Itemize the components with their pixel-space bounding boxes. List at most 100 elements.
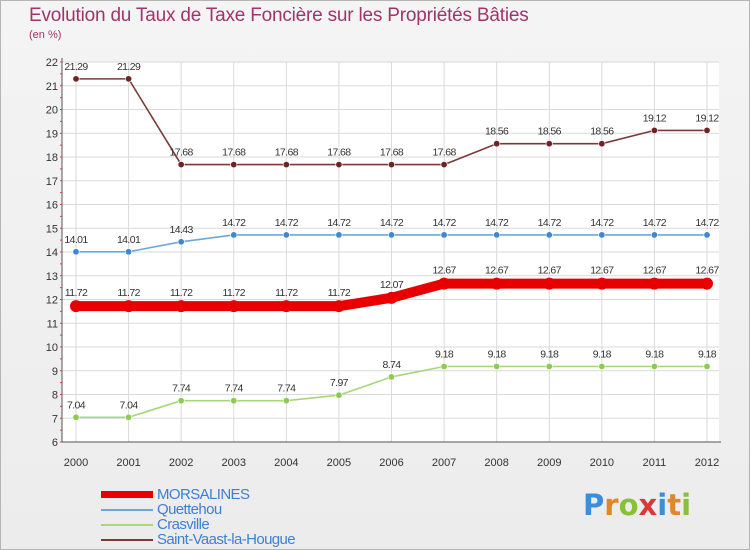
chart-title: Evolution du Taux de Taxe Foncière sur l… [29, 5, 529, 26]
y-tick-label: 10 [46, 342, 58, 354]
y-tick-label: 13 [46, 271, 58, 283]
data-point [70, 300, 82, 313]
data-point [703, 231, 711, 239]
data-label: 9.18 [645, 348, 664, 360]
logo-letter: t [667, 488, 682, 522]
data-label: 12.67 [485, 265, 509, 277]
data-label: 11.72 [117, 287, 140, 299]
data-label: 7.04 [67, 399, 86, 411]
data-label: 9.18 [435, 348, 454, 360]
data-point [545, 140, 553, 148]
data-point [282, 161, 290, 169]
data-label: 14.72 [222, 217, 246, 229]
y-tick-label: 12 [46, 295, 58, 307]
data-label: 17.68 [327, 147, 351, 159]
y-tick-label: 22 [46, 57, 58, 69]
data-label: 18.56 [485, 126, 509, 138]
data-point [230, 231, 238, 239]
logo-letter: o [618, 488, 639, 522]
y-tick-label: 20 [46, 105, 58, 117]
x-tick-label: 2003 [222, 457, 246, 469]
y-tick-label: 19 [46, 128, 58, 140]
chart-subtitle: (en %) [29, 29, 62, 41]
data-label: 7.74 [172, 383, 191, 395]
data-label: 12.07 [380, 279, 404, 291]
legend-item: Quettehou [101, 502, 295, 517]
proxiti-logo: Proxiti [583, 488, 691, 522]
data-label: 14.72 [590, 217, 614, 229]
data-point [177, 238, 185, 246]
y-tick-label: 9 [52, 366, 58, 378]
legend-label-crasville: Crasville [157, 516, 210, 533]
y-tick-label: 18 [46, 152, 58, 164]
data-label: 9.18 [540, 348, 559, 360]
data-point [335, 391, 343, 399]
data-label: 14.43 [170, 224, 194, 236]
data-label: 14.01 [64, 234, 88, 246]
data-point [595, 277, 608, 290]
data-point [598, 231, 606, 239]
data-point [440, 231, 448, 239]
data-label: 14.72 [275, 217, 299, 229]
legend-swatch-crasville [101, 523, 153, 526]
data-point [387, 161, 395, 169]
data-label: 7.04 [120, 399, 139, 411]
data-point [440, 362, 448, 370]
data-label: 17.68 [275, 147, 299, 159]
data-point [72, 248, 80, 256]
data-point [598, 362, 606, 370]
data-point [230, 161, 238, 169]
data-point [335, 161, 343, 169]
x-tick-label: 2010 [590, 457, 614, 469]
data-label: 17.68 [380, 147, 404, 159]
data-label: 11.72 [328, 287, 351, 299]
data-point [332, 300, 345, 313]
y-tick-label: 8 [52, 390, 58, 402]
y-tick-label: 7 [52, 413, 58, 425]
x-tick-label: 2002 [169, 457, 193, 469]
data-label: 19.12 [695, 112, 719, 124]
legend-item: MORSALINES [101, 487, 295, 502]
data-point [282, 397, 290, 405]
data-point [122, 300, 135, 313]
data-label: 14.72 [538, 217, 562, 229]
data-label: 12.67 [695, 265, 719, 277]
data-point [490, 277, 503, 290]
data-label: 12.67 [590, 265, 614, 277]
data-label: 12.67 [432, 265, 456, 277]
data-label: 14.72 [327, 217, 351, 229]
data-label: 11.72 [223, 287, 246, 299]
data-label: 7.74 [225, 383, 244, 395]
legend-swatch-quettehou [101, 508, 153, 511]
data-label: 14.72 [695, 217, 719, 229]
data-label: 9.18 [488, 348, 507, 360]
logo-letter: r [604, 488, 619, 522]
x-tick-label: 2011 [643, 457, 667, 469]
logo-letter: i [681, 488, 692, 522]
data-point [282, 231, 290, 239]
x-tick-label: 2000 [64, 457, 88, 469]
data-point [227, 300, 240, 313]
data-label: 14.72 [380, 217, 404, 229]
data-point [493, 140, 501, 148]
data-label: 18.56 [590, 126, 614, 138]
data-label: 19.12 [643, 112, 667, 124]
x-tick-label: 2012 [695, 457, 719, 469]
data-label: 17.68 [432, 147, 456, 159]
data-point [703, 126, 711, 134]
data-label: 17.68 [170, 147, 194, 159]
data-label: 9.18 [593, 348, 612, 360]
y-tick-label: 16 [46, 200, 58, 212]
data-point [280, 300, 293, 313]
data-label: 11.72 [65, 287, 88, 299]
x-tick-label: 2005 [327, 457, 351, 469]
data-label: 12.67 [643, 265, 667, 277]
data-label: 14.01 [117, 234, 141, 246]
data-point [493, 362, 501, 370]
y-tick-label: 6 [52, 437, 58, 449]
legend-swatch-morsalines [101, 491, 153, 498]
data-label: 14.72 [643, 217, 667, 229]
data-point [701, 277, 713, 290]
